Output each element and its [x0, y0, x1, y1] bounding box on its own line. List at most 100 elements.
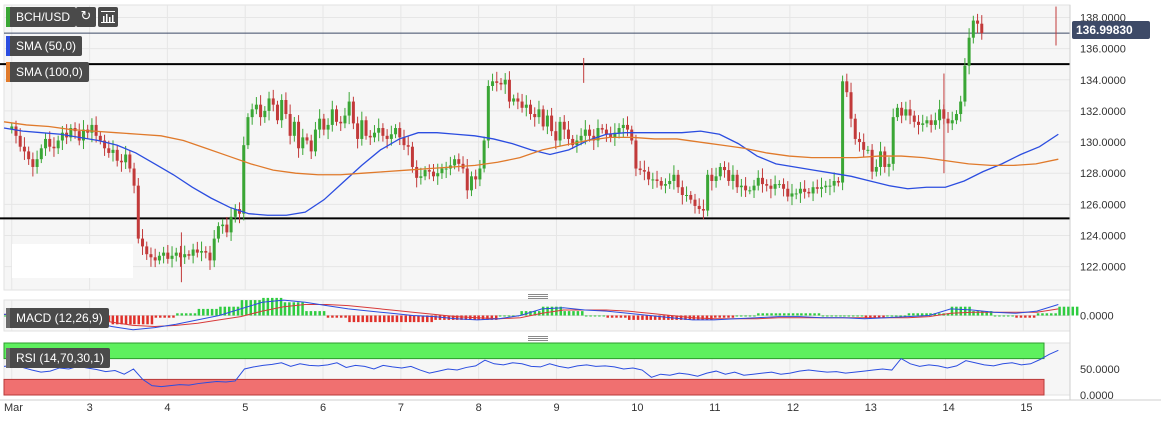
- candle-down: [128, 154, 132, 169]
- refresh-icon[interactable]: ↻: [76, 7, 96, 27]
- candle-up: [39, 148, 43, 160]
- candle-up: [478, 168, 482, 180]
- macd-histogram-bar: [774, 313, 778, 316]
- macd-histogram-bar: [972, 311, 975, 316]
- macd-histogram-bar: [877, 315, 881, 318]
- candle-down: [322, 118, 326, 130]
- macd-histogram-bar: [253, 300, 257, 316]
- candle-up: [469, 176, 473, 191]
- candle-up: [35, 159, 39, 167]
- candle-down: [284, 100, 288, 115]
- price-tick-label: 128.0000: [1080, 168, 1126, 180]
- rsi-resize-handle[interactable]: [528, 336, 548, 342]
- macd-histogram-bar: [851, 315, 855, 317]
- price-tick-label: 134.0000: [1080, 75, 1126, 87]
- candle-up: [174, 252, 178, 256]
- macd-histogram-bar: [757, 313, 760, 316]
- macd-histogram-bar: [589, 315, 592, 317]
- macd-histogram-bar: [529, 311, 532, 316]
- macd-histogram-bar: [249, 300, 252, 316]
- candle-up: [828, 185, 832, 187]
- macd-histogram-bar: [430, 315, 433, 323]
- candle-up: [444, 168, 448, 170]
- candle-up: [436, 173, 440, 177]
- candle-up: [423, 170, 427, 177]
- macd-histogram-bar: [378, 315, 382, 323]
- candle-up: [389, 134, 393, 139]
- candle-down: [786, 188, 790, 197]
- candle-up: [81, 129, 85, 141]
- time-tick-label: 15: [1020, 402, 1032, 414]
- candle-up: [773, 184, 777, 189]
- macd-histogram-bar: [632, 315, 635, 320]
- candle-up: [672, 174, 676, 181]
- candle-down: [415, 166, 419, 178]
- candle-down: [368, 135, 372, 138]
- candle-up: [579, 135, 583, 141]
- candle-up: [959, 101, 963, 115]
- price-tick-label: 136.0000: [1080, 44, 1126, 56]
- sma100-label[interactable]: SMA (100,0): [6, 62, 89, 82]
- macd-histogram-bar: [598, 315, 601, 317]
- rsi-label[interactable]: RSI (14,70,30,1): [6, 348, 111, 368]
- candle-up: [777, 184, 781, 186]
- candle-up: [963, 65, 967, 102]
- macd-histogram-bar: [731, 315, 735, 318]
- candle-down: [52, 146, 56, 149]
- rsi-overbought-zone: [3, 342, 1045, 360]
- candle-up: [874, 166, 878, 172]
- macd-histogram-bar: [955, 306, 958, 316]
- bar-chart-icon[interactable]: [98, 7, 118, 27]
- macd-histogram-bar: [864, 315, 868, 318]
- candle-down: [710, 174, 714, 181]
- macd-histogram-bar: [606, 315, 609, 318]
- macd-histogram-bar: [107, 315, 111, 323]
- sma50-label[interactable]: SMA (50,0): [6, 36, 83, 56]
- macd-histogram-bar: [645, 315, 649, 320]
- rsi-tick-label: 50.0000: [1080, 364, 1120, 376]
- candle-down: [465, 168, 469, 191]
- macd-histogram-bar: [722, 315, 726, 318]
- candle-up: [887, 163, 891, 167]
- macd-histogram-bar: [653, 315, 657, 320]
- candle-up: [512, 98, 516, 102]
- candle-down: [94, 124, 98, 136]
- candle-up: [482, 140, 486, 169]
- macd-histogram-bar: [1019, 315, 1023, 318]
- candle-down: [204, 251, 208, 253]
- time-tick-label: 14: [943, 402, 955, 414]
- macd-histogram-bar: [219, 306, 222, 316]
- macd-histogram-bar: [460, 315, 463, 320]
- macd-label[interactable]: MACD (12,26,9): [6, 308, 109, 328]
- candle-up: [250, 109, 254, 118]
- candle-down: [356, 123, 360, 139]
- macd-histogram-bar: [223, 306, 227, 316]
- candle-down: [364, 120, 368, 136]
- candle-up: [394, 128, 398, 135]
- sma100-line: [3, 121, 1059, 176]
- sma50-line: [3, 127, 1059, 216]
- candle-down: [604, 129, 608, 135]
- macd-resize-handle[interactable]: [528, 294, 548, 300]
- candle-up: [233, 209, 237, 217]
- macd-histogram-bar: [675, 315, 678, 320]
- macd-histogram-bar: [197, 308, 201, 316]
- candle-up: [111, 149, 115, 153]
- candle-up: [60, 132, 64, 141]
- macd-histogram-bar: [193, 313, 197, 316]
- candle-down: [533, 114, 537, 118]
- candle-down: [457, 159, 461, 164]
- candle-up: [752, 185, 756, 191]
- macd-histogram-bar: [839, 315, 842, 317]
- time-tick-label: 7: [398, 402, 404, 414]
- time-tick-label: 3: [87, 402, 93, 414]
- candle-up: [170, 255, 174, 259]
- macd-histogram-bar: [912, 313, 915, 316]
- candle-down: [103, 140, 107, 149]
- rsi-line: [3, 349, 1059, 388]
- candle-up: [841, 81, 845, 183]
- symbol-label[interactable]: BCH/USD: [6, 7, 77, 27]
- macd-histogram-bar: [658, 315, 661, 320]
- candle-down: [701, 209, 705, 211]
